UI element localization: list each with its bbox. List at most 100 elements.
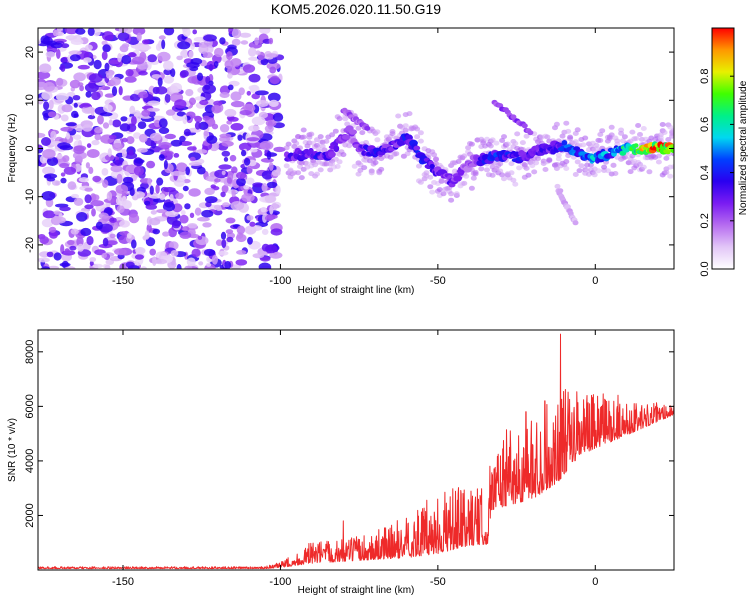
noise-cell (160, 150, 174, 156)
noise-cell (53, 210, 61, 215)
noise-cell (43, 81, 55, 92)
signal-halo (329, 132, 336, 138)
noise-cell (62, 155, 70, 163)
noise-cell (198, 121, 209, 130)
noise-cell (220, 191, 226, 198)
noise-cell (245, 177, 255, 185)
noise-cell (185, 166, 190, 176)
colorbar-frame (711, 27, 735, 270)
signal-halo (531, 169, 538, 175)
noise-cell (57, 154, 63, 159)
noise-cell (92, 28, 101, 37)
noise-cell (251, 116, 266, 126)
signal-halo (574, 159, 581, 165)
colorbar-tick-label: 0.6 (699, 117, 711, 132)
noise-cell (248, 41, 262, 49)
colorbar-tick-label: 0.0 (699, 261, 711, 276)
noise-cell (226, 51, 233, 61)
noise-cell (194, 207, 202, 216)
noise-cell (85, 44, 93, 51)
signal-halo (402, 123, 409, 129)
noise-cell (189, 156, 196, 162)
noise-cell (213, 61, 219, 68)
signal-halo (572, 139, 579, 145)
noise-cell (92, 263, 104, 269)
noise-cell (265, 119, 277, 127)
snr-x-axis: -150 -100 -50 0 (112, 330, 598, 588)
noise-cell (114, 159, 124, 166)
noise-cell (118, 86, 123, 96)
noise-cell (59, 262, 71, 267)
noise-cell (227, 116, 239, 122)
signal-halo (361, 165, 368, 171)
noise-cell (165, 109, 176, 116)
noise-cell (137, 121, 147, 129)
noise-cell (85, 162, 90, 169)
noise-cell (227, 73, 233, 79)
noise-cell (69, 245, 77, 251)
noise-cell (163, 28, 175, 36)
noise-cell (102, 122, 110, 129)
noise-cell (269, 251, 283, 259)
noise-cell (107, 148, 112, 157)
noise-cell (196, 166, 206, 175)
noise-cell (177, 174, 186, 181)
noise-cell (75, 28, 86, 35)
noise-cell (106, 191, 113, 201)
noise-cell (59, 145, 73, 151)
noise-cell (157, 77, 163, 87)
signal-halo (640, 164, 647, 170)
streak-cell (557, 188, 564, 194)
noise-cell (39, 63, 52, 73)
noise-cell (146, 160, 156, 169)
noise-cell (125, 261, 135, 268)
noise-cell (175, 192, 184, 200)
noise-cell (180, 210, 186, 216)
x-tick-label: -50 (430, 275, 446, 287)
noise-cell (78, 177, 89, 183)
noise-cell (109, 217, 117, 223)
noise-cell (219, 133, 232, 139)
noise-cell (260, 157, 274, 163)
signal-halo (427, 174, 434, 180)
signal-halo (559, 133, 566, 139)
snr-series-line (38, 333, 674, 570)
noise-cell (235, 259, 248, 266)
noise-cell (142, 39, 150, 45)
noise-cell (159, 193, 166, 201)
noise-cell (179, 214, 189, 224)
noise-cell (150, 210, 157, 215)
noise-cell (136, 32, 142, 42)
noise-cell (199, 99, 209, 106)
signal-halo (663, 169, 670, 175)
noise-cell (149, 185, 154, 195)
signal-halo (608, 124, 615, 130)
noise-cell (158, 142, 172, 149)
colorbar-ticks: 0.0 0.2 0.4 0.6 0.8 (699, 69, 734, 277)
signal-halo (359, 130, 366, 136)
noise-cell (186, 257, 196, 267)
signal-halo (461, 153, 468, 159)
signal-halo (572, 172, 579, 177)
signal-halo (574, 127, 581, 133)
signal-halo (336, 116, 343, 122)
noise-cell (258, 111, 268, 119)
noise-cell (255, 50, 261, 55)
signal-halo (463, 173, 470, 179)
signal-halo (667, 173, 674, 179)
noise-cell (43, 101, 50, 111)
signal-halo (355, 125, 362, 131)
signal-halo (555, 156, 562, 162)
noise-cell (226, 177, 232, 184)
signal-halo (657, 135, 664, 141)
noise-cell (264, 195, 277, 203)
signal-halo (300, 127, 307, 133)
noise-cell (266, 150, 272, 160)
noise-cell (66, 91, 76, 98)
noise-cell (249, 148, 258, 153)
noise-cell (76, 212, 88, 222)
signal-halo (368, 170, 375, 176)
signal-halo (565, 128, 572, 134)
noise-cell (196, 149, 208, 154)
signal-halo (533, 160, 540, 166)
